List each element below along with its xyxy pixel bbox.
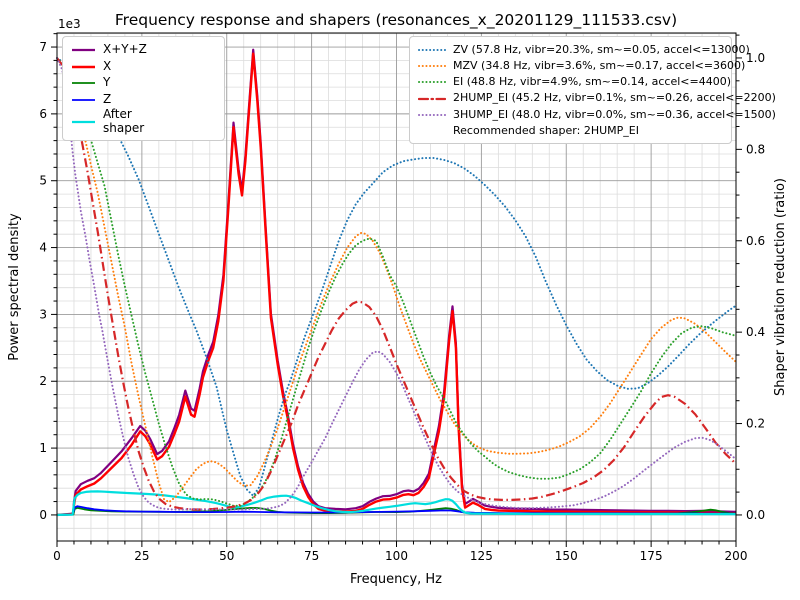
y-left-tick-label: 4 bbox=[39, 241, 47, 255]
series-shaper-zv bbox=[56, 57, 737, 497]
legend-shapers: ZV (57.8 Hz, vibr=20.3%, sm~=0.05, accel… bbox=[409, 36, 776, 145]
legend-label: MZV (34.8 Hz, vibr=3.6%, sm~=0.17, accel… bbox=[453, 58, 746, 72]
series-lines bbox=[56, 48, 737, 517]
legend-swatch-x bbox=[72, 65, 95, 68]
y-left-axis-label: Power spectral density bbox=[7, 213, 22, 361]
legend-swatch-z bbox=[72, 98, 95, 101]
legend-label: 3HUMP_EI (48.0 Hz, vibr=0.0%, sm~=0.36, … bbox=[453, 107, 776, 121]
chart-title: Frequency response and shapers (resonanc… bbox=[115, 11, 677, 30]
series-shaper-2hump_ei bbox=[56, 57, 737, 511]
legend-swatch-ei bbox=[418, 81, 446, 84]
legend-swatch-after-shaper bbox=[72, 120, 95, 123]
legend-swatch-3hump-ei bbox=[418, 113, 446, 116]
y-left-tick-label: 2 bbox=[39, 374, 47, 388]
legend-item-after-shaper: After shaper bbox=[71, 107, 216, 136]
series-psd-after-shaper bbox=[56, 490, 736, 516]
legend-psd: X+Y+Z X Y Z After shaper bbox=[62, 36, 225, 141]
recommended-shaper-text: Recommended shaper: 2HUMP_EI bbox=[453, 123, 639, 137]
y-left-tick-label: 7 bbox=[39, 40, 47, 54]
y-right-axis-label: Shaper vibration reduction (ratio) bbox=[773, 178, 788, 396]
axes bbox=[51, 32, 742, 547]
legend-label: 2HUMP_EI (45.2 Hz, vibr=0.1%, sm~=0.26, … bbox=[453, 91, 776, 105]
legend-label: Y bbox=[103, 75, 111, 90]
legend-item-2hump-ei: 2HUMP_EI (45.2 Hz, vibr=0.1%, sm~=0.26, … bbox=[418, 91, 776, 107]
legend-item-y: Y bbox=[71, 75, 216, 92]
y-left-tick-label: 3 bbox=[39, 307, 47, 321]
legend-swatch-y bbox=[72, 82, 95, 85]
x-tick-label: 125 bbox=[470, 549, 493, 563]
y-right-tick-label: 0.8 bbox=[746, 142, 765, 156]
x-tick-label: 0 bbox=[53, 549, 61, 563]
legend-label: After shaper bbox=[103, 107, 145, 135]
legend-swatch-2hump-ei bbox=[418, 97, 446, 100]
x-tick-label: 150 bbox=[555, 549, 578, 563]
y-left-tick-label: 5 bbox=[39, 174, 47, 188]
series-psd-x bbox=[56, 52, 737, 517]
series-shaper-ei bbox=[56, 57, 737, 507]
y-left-tick-label: 6 bbox=[39, 107, 47, 121]
x-axis-label: Frequency, Hz bbox=[350, 572, 442, 587]
y-right-tick-label: 1.0 bbox=[746, 51, 765, 65]
legend-item-ei: EI (48.8 Hz, vibr=4.9%, sm~=0.14, accel<… bbox=[418, 74, 731, 90]
y-left-tick-label: 1 bbox=[39, 441, 47, 455]
legend-label: EI (48.8 Hz, vibr=4.9%, sm~=0.14, accel<… bbox=[453, 75, 731, 89]
legend-item-xyz: X+Y+Z bbox=[71, 42, 216, 59]
legend-swatch-xyz bbox=[72, 49, 95, 52]
x-tick-label: 75 bbox=[304, 549, 319, 563]
y-left-tick-label: 0 bbox=[39, 508, 47, 522]
series-shaper-mzv bbox=[56, 57, 737, 504]
legend-item-x: X bbox=[71, 59, 216, 76]
x-tick-label: 175 bbox=[640, 549, 663, 563]
x-tick-label: 200 bbox=[725, 549, 748, 563]
legend-label: ZV (57.8 Hz, vibr=20.3%, sm~=0.05, accel… bbox=[453, 42, 750, 56]
legend-swatch-mzv bbox=[418, 65, 446, 68]
x-tick-label: 100 bbox=[385, 549, 408, 563]
x-tick-label: 50 bbox=[219, 549, 234, 563]
series-shaper-3hump_ei bbox=[56, 57, 737, 511]
y-axis-offset-label: 1e3 bbox=[58, 17, 81, 31]
y-right-tick-label: 0.2 bbox=[746, 417, 765, 431]
y-right-tick-label: 0.0 bbox=[746, 508, 765, 522]
legend-item-mzv: MZV (34.8 Hz, vibr=3.6%, sm~=0.17, accel… bbox=[418, 58, 745, 74]
tick-labels: 0 25 50 75 100 125 150 175 200 0 1 2 3 4 5 6 7 0.0 0.2 0.4 0… bbox=[39, 40, 765, 563]
legend-swatch-zv bbox=[418, 49, 446, 52]
y-right-tick-label: 0.4 bbox=[746, 325, 765, 339]
legend-label: Z bbox=[103, 91, 112, 106]
legend-item-zv: ZV (57.8 Hz, vibr=20.3%, sm~=0.05, accel… bbox=[418, 42, 750, 58]
x-tick-label: 25 bbox=[134, 549, 149, 563]
legend-label: X+Y+Z bbox=[103, 42, 147, 57]
y-right-tick-label: 0.6 bbox=[746, 234, 765, 248]
series-psd-x+y+z bbox=[56, 48, 737, 516]
legend-item-z: Z bbox=[71, 92, 216, 109]
legend-item-3hump-ei: 3HUMP_EI (48.0 Hz, vibr=0.0%, sm~=0.36, … bbox=[418, 107, 776, 123]
legend-item-recommended: Recommended shaper: 2HUMP_EI bbox=[418, 123, 723, 139]
legend-label: X bbox=[103, 58, 112, 73]
